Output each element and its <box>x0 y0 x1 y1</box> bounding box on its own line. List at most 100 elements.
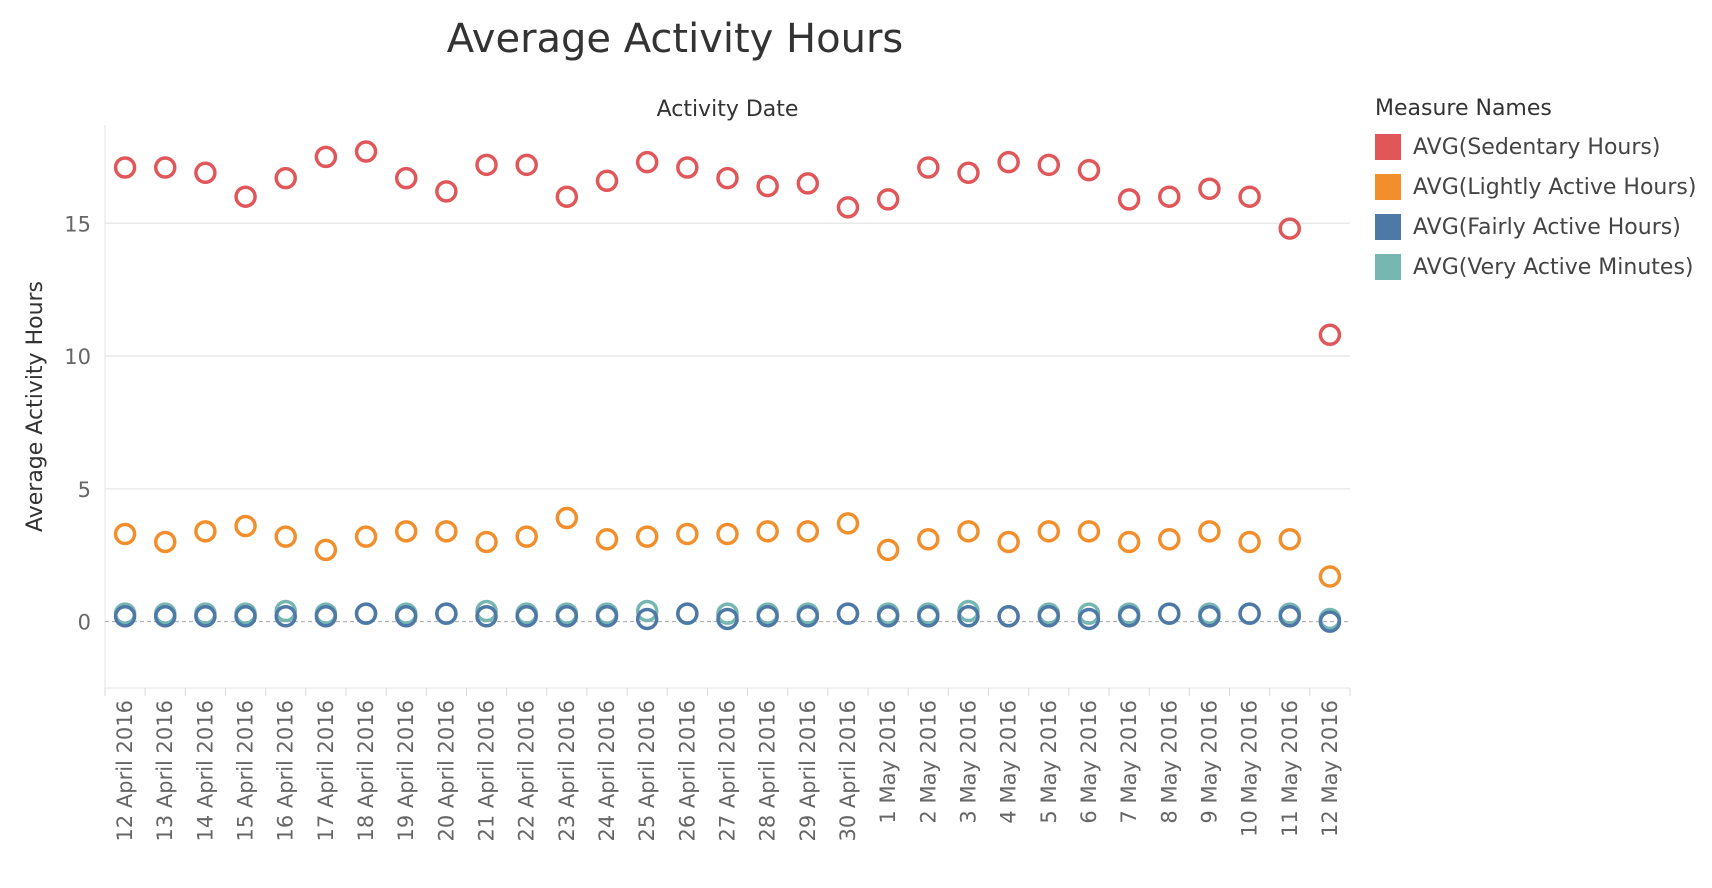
x-tick-label: 12 May 2016 <box>1318 700 1342 837</box>
data-point <box>1037 520 1061 543</box>
data-point <box>796 520 820 543</box>
data-point <box>635 525 659 548</box>
x-tick-label: 10 May 2016 <box>1238 700 1262 837</box>
data-point <box>676 156 699 179</box>
x-tick-label: 5 May 2016 <box>1037 700 1061 824</box>
x-tick-label: 30 April 2016 <box>836 700 860 842</box>
data-point <box>555 185 579 208</box>
x-tick-label: 2 May 2016 <box>916 700 940 824</box>
x-tick-label: 17 April 2016 <box>314 700 338 842</box>
data-point <box>1278 605 1302 628</box>
data-point <box>1158 528 1181 551</box>
x-tick-label: 1 May 2016 <box>876 700 900 824</box>
data-point <box>1278 217 1302 240</box>
data-point <box>917 605 940 628</box>
data-point <box>515 153 538 177</box>
x-tick-label: 12 April 2016 <box>113 700 137 842</box>
data-point <box>475 530 498 554</box>
data-point <box>1318 565 1342 588</box>
legend-items: AVG(Sedentary Hours) AVG(Lightly Active H… <box>1375 127 1710 287</box>
data-point <box>595 605 619 628</box>
data-point <box>194 161 217 185</box>
data-point <box>756 605 779 628</box>
x-tick-label: 23 April 2016 <box>555 700 579 842</box>
data-point <box>1158 185 1181 208</box>
x-tick-label: 21 April 2016 <box>475 700 499 842</box>
data-point <box>836 602 860 625</box>
x-tick-label: 24 April 2016 <box>595 700 619 842</box>
x-tick-label: 20 April 2016 <box>434 700 458 842</box>
data-point <box>635 607 659 631</box>
legend-title: Measure Names <box>1375 96 1552 121</box>
data-point <box>274 605 297 628</box>
legend-item: AVG(Fairly Active Hours) <box>1375 207 1710 247</box>
data-point <box>756 174 779 198</box>
data-point <box>475 153 498 177</box>
data-point <box>555 605 579 628</box>
x-tick-label: 19 April 2016 <box>394 700 418 842</box>
legend-label: AVG(Very Active Minutes) <box>1413 254 1694 280</box>
data-point <box>394 520 418 543</box>
data-point <box>876 538 900 562</box>
data-point <box>394 166 418 190</box>
legend-swatch <box>1375 254 1401 280</box>
data-point <box>435 602 458 625</box>
legend-swatch <box>1375 134 1401 160</box>
data-point <box>314 538 338 562</box>
x-tick-label: 18 April 2016 <box>354 700 378 842</box>
chart-title: Average Activity Hours <box>446 16 904 62</box>
x-tick-label: 9 May 2016 <box>1197 700 1221 824</box>
data-point <box>1238 602 1261 625</box>
data-point <box>194 605 217 628</box>
x-axis-title: Activity Date <box>657 97 799 122</box>
x-tick-label: 16 April 2016 <box>274 700 298 842</box>
data-point <box>354 140 378 163</box>
data-point <box>836 196 860 219</box>
x-tick-label: 27 April 2016 <box>716 700 740 842</box>
data-point <box>1318 323 1342 347</box>
data-point <box>475 605 498 628</box>
x-tick-label: 25 April 2016 <box>635 700 659 842</box>
legend-item: AVG(Sedentary Hours) <box>1375 127 1710 167</box>
data-point <box>153 530 177 554</box>
legend-swatch <box>1375 214 1401 240</box>
data-point <box>555 506 579 530</box>
x-tick-label: 14 April 2016 <box>193 700 217 842</box>
data-point <box>1077 607 1101 631</box>
legend-label: AVG(Fairly Active Hours) <box>1413 214 1681 240</box>
y-tick-label: 5 <box>78 478 91 502</box>
x-tick-label: 7 May 2016 <box>1117 700 1141 824</box>
data-point <box>1037 605 1061 628</box>
data-point <box>314 145 338 169</box>
data-point <box>354 602 378 625</box>
data-point <box>716 522 739 546</box>
x-tick-label: 28 April 2016 <box>756 700 780 842</box>
data-point <box>1198 605 1221 628</box>
data-point <box>676 522 699 546</box>
x-tick-label: 3 May 2016 <box>956 700 980 824</box>
data-point <box>876 605 900 628</box>
data-point <box>1077 158 1101 182</box>
data-point <box>796 172 820 195</box>
data-point <box>274 166 297 190</box>
data-point <box>997 150 1020 174</box>
y-tick-label: 10 <box>64 345 91 369</box>
data-point <box>274 525 297 548</box>
x-tick-label: 26 April 2016 <box>675 700 699 842</box>
data-point <box>836 512 860 535</box>
x-tick-label: 22 April 2016 <box>515 700 539 842</box>
data-point <box>917 156 940 179</box>
data-point <box>957 161 980 185</box>
legend: Measure Names AVG(Sedentary Hours) AVG(Li… <box>1375 96 1710 287</box>
legend-swatch <box>1375 174 1401 200</box>
legend-item: AVG(Very Active Minutes) <box>1375 247 1710 287</box>
data-point <box>394 605 418 628</box>
data-point <box>635 599 659 623</box>
data-point <box>595 169 619 193</box>
data-point <box>113 156 137 179</box>
data-point <box>595 528 619 551</box>
x-tick-label: 11 May 2016 <box>1278 700 1302 837</box>
data-point <box>113 605 137 628</box>
data-point <box>676 602 699 625</box>
